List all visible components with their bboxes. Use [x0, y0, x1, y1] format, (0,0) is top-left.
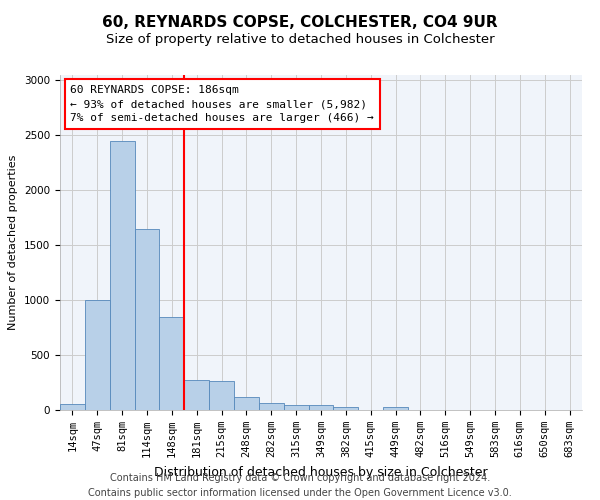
Bar: [284, 404, 308, 410]
Bar: [60, 404, 85, 410]
Bar: [134, 229, 160, 410]
Bar: [184, 380, 209, 410]
Bar: [259, 404, 284, 410]
Text: Contains HM Land Registry data © Crown copyright and database right 2024.
Contai: Contains HM Land Registry data © Crown c…: [88, 472, 512, 498]
Bar: [85, 300, 110, 410]
Bar: [110, 141, 134, 410]
Bar: [308, 404, 334, 410]
Bar: [383, 408, 408, 410]
Bar: [160, 316, 184, 410]
Bar: [209, 381, 234, 410]
Text: 60, REYNARDS COPSE, COLCHESTER, CO4 9UR: 60, REYNARDS COPSE, COLCHESTER, CO4 9UR: [102, 15, 498, 30]
Bar: [234, 398, 259, 410]
X-axis label: Distribution of detached houses by size in Colchester: Distribution of detached houses by size …: [154, 466, 488, 478]
Text: Size of property relative to detached houses in Colchester: Size of property relative to detached ho…: [106, 32, 494, 46]
Y-axis label: Number of detached properties: Number of detached properties: [8, 155, 19, 330]
Text: 60 REYNARDS COPSE: 186sqm
← 93% of detached houses are smaller (5,982)
7% of sem: 60 REYNARDS COPSE: 186sqm ← 93% of detac…: [70, 85, 374, 123]
Bar: [334, 406, 358, 410]
